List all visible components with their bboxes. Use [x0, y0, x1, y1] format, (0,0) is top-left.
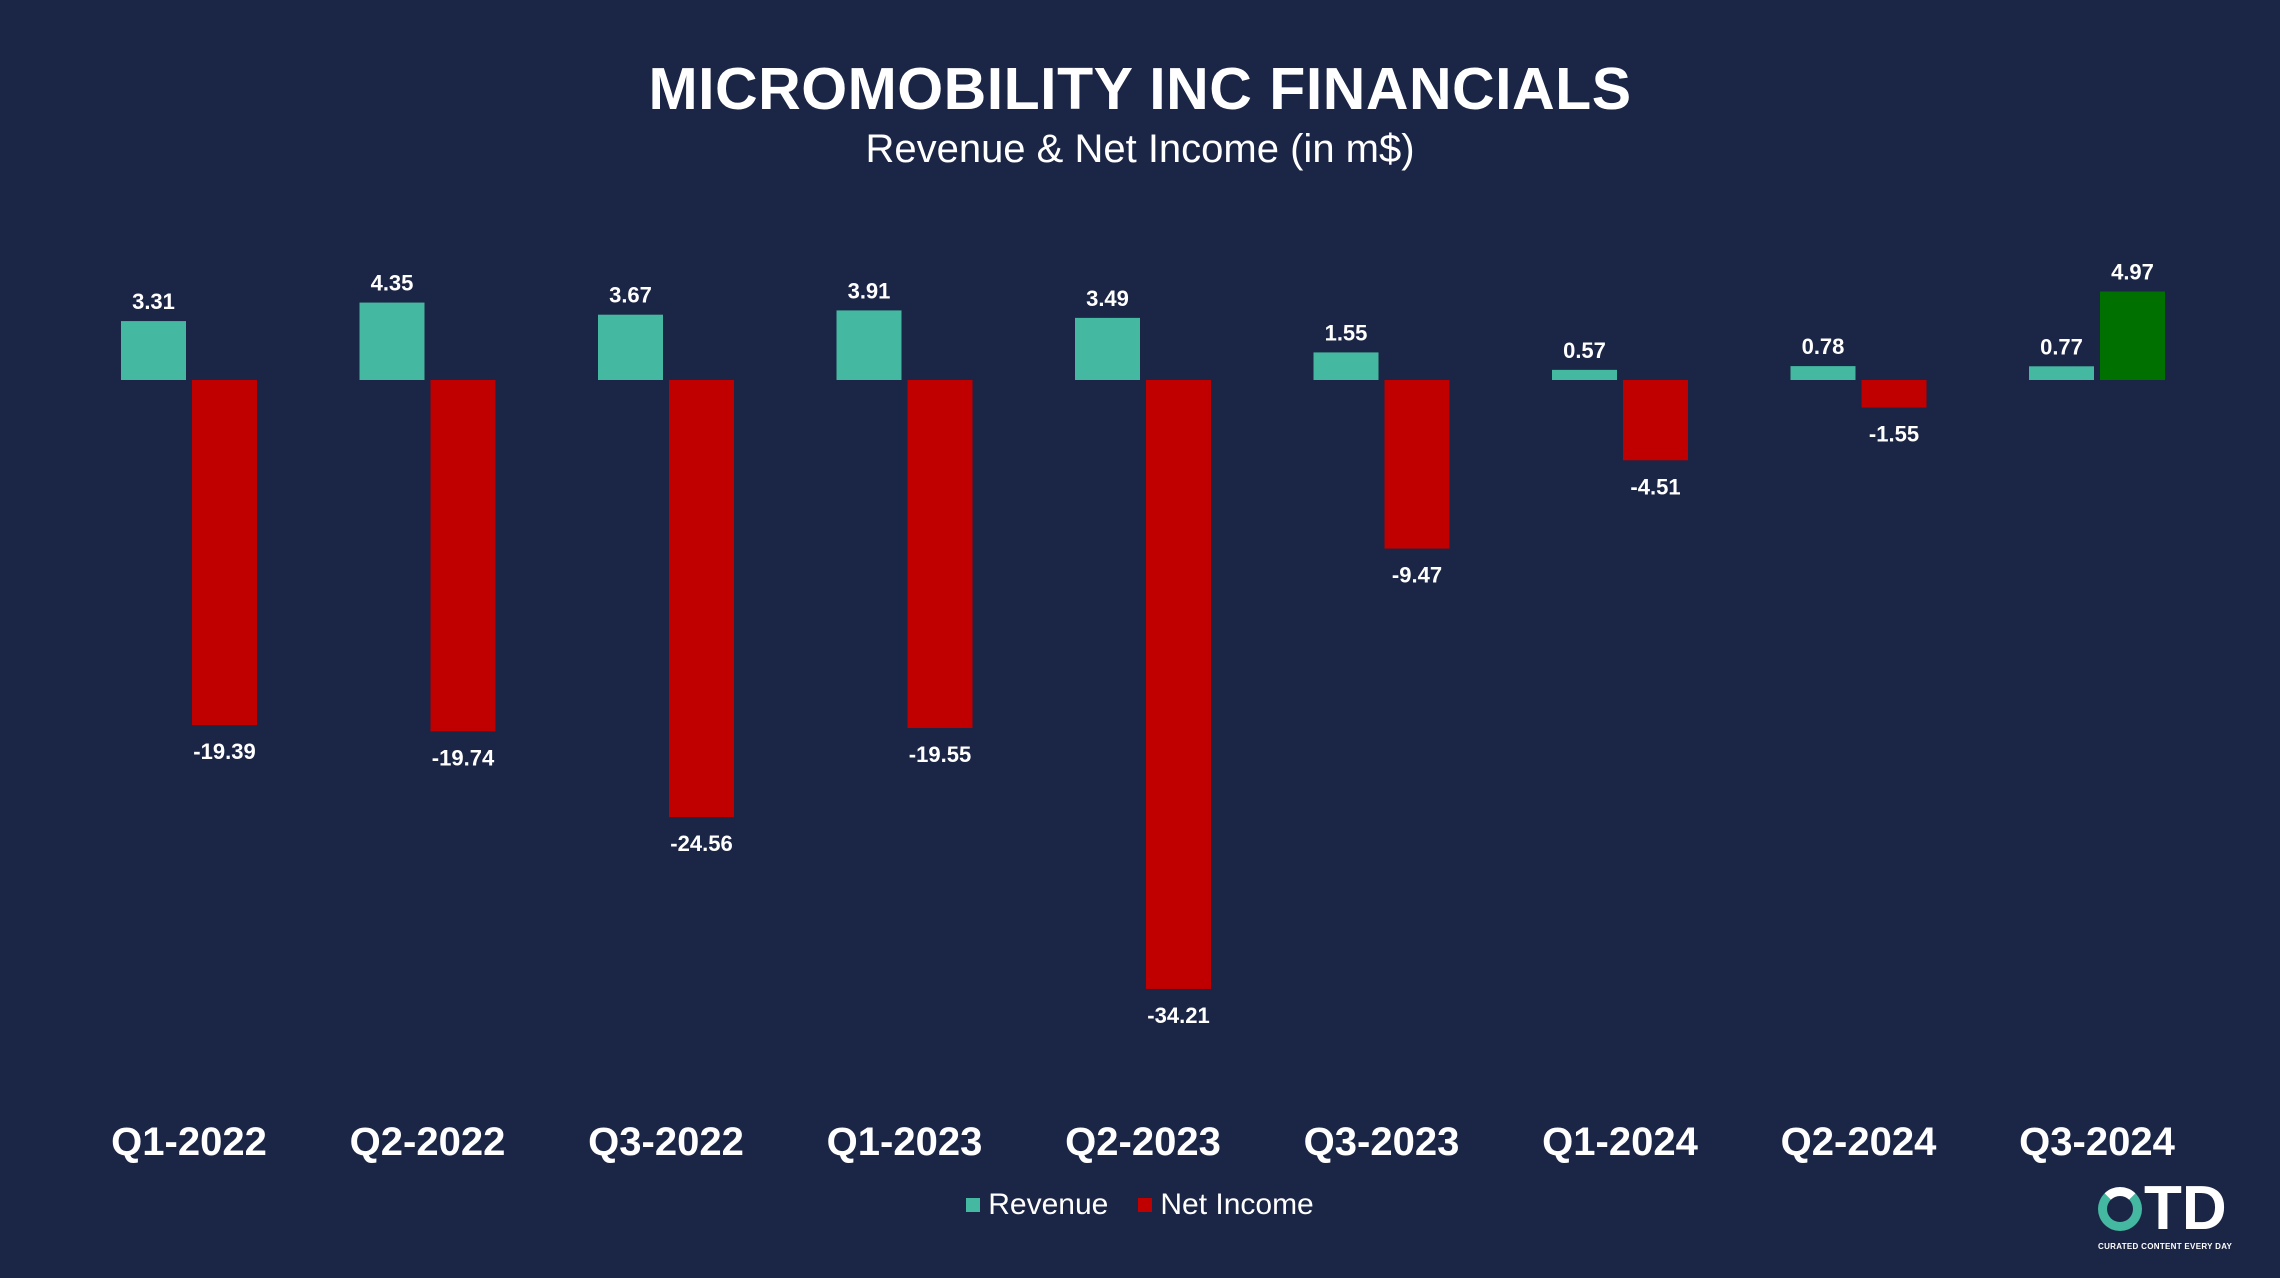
bar-revenue-q1-2024 [1552, 369, 1617, 380]
data-label-net-income-q2-2023: -34.21 [1147, 1003, 1209, 1028]
chart-title: MICROMOBILITY INC FINANCIALS [648, 56, 1632, 122]
chart-legend: Revenue Net Income [0, 1188, 2280, 1222]
data-label-revenue-q2-2022: 4.35 [371, 271, 414, 296]
bar-revenue-q3-2024 [2029, 366, 2094, 380]
bar-revenue-q2-2023 [1075, 317, 1140, 380]
legend-item-net-income: Net Income [1138, 1188, 1314, 1222]
logo-ring-icon [2098, 1187, 2142, 1231]
x-tick-label-q1-2024: Q1-2024 [1542, 1120, 1698, 1164]
data-label-net-income-q1-2023: -19.55 [909, 742, 971, 767]
bar-net-income-q2-2022 [430, 380, 496, 732]
data-label-revenue-q3-2022: 3.67 [609, 283, 652, 308]
data-label-revenue-q2-2023: 3.49 [1086, 286, 1129, 311]
brand-logo: TD CURATED CONTENT EVERY DAY [2098, 1178, 2238, 1251]
bar-revenue-q3-2022 [598, 314, 663, 380]
legend-label-revenue: Revenue [988, 1188, 1109, 1221]
legend-swatch-net-income [1138, 1198, 1153, 1212]
data-label-revenue-q1-2024: 0.57 [1563, 338, 1606, 363]
bar-revenue-q1-2022 [121, 321, 186, 380]
data-label-net-income-q1-2024: -4.51 [1630, 474, 1680, 499]
logo-mark: TD [2098, 1178, 2238, 1240]
data-label-net-income-q3-2022: -24.56 [670, 831, 732, 856]
x-tick-label-q2-2024: Q2-2024 [1781, 1120, 1937, 1164]
bar-net-income-q3-2024 [2100, 291, 2165, 380]
x-tick-label-q3-2022: Q3-2022 [588, 1120, 744, 1164]
data-label-revenue-q3-2024: 0.77 [2040, 334, 2083, 359]
data-label-net-income-q2-2024: -1.55 [1869, 422, 1919, 447]
logo-text: TD [2144, 1174, 2227, 1243]
bar-net-income-q1-2022 [192, 380, 257, 726]
bar-net-income-q1-2024 [1623, 380, 1688, 461]
x-tick-label-q3-2023: Q3-2023 [1304, 1120, 1460, 1164]
bar-net-income-q1-2023 [907, 380, 973, 728]
bar-revenue-q3-2023 [1313, 352, 1379, 380]
data-label-net-income-q3-2024: 4.97 [2111, 260, 2154, 285]
chart-subtitle: Revenue & Net Income (in m$) [865, 127, 1415, 171]
x-tick-label-q2-2023: Q2-2023 [1065, 1120, 1221, 1164]
legend-item-revenue: Revenue [966, 1188, 1108, 1222]
bar-net-income-q2-2024 [1861, 380, 1927, 408]
bar-net-income-q2-2023 [1146, 380, 1211, 989]
x-tick-label-q2-2022: Q2-2022 [350, 1120, 506, 1164]
logo-tagline: CURATED CONTENT EVERY DAY [2098, 1242, 2233, 1251]
data-label-revenue-q1-2022: 3.31 [132, 289, 175, 314]
legend-swatch-revenue [966, 1198, 981, 1212]
bar-net-income-q3-2022 [669, 380, 734, 818]
bar-revenue-q1-2023 [836, 310, 902, 380]
data-label-revenue-q2-2024: 0.78 [1802, 334, 1845, 359]
data-label-net-income-q2-2022: -19.74 [432, 745, 495, 770]
bar-revenue-q2-2022 [359, 302, 425, 380]
x-tick-label-q1-2023: Q1-2023 [827, 1120, 983, 1164]
bar-net-income-q3-2023 [1384, 380, 1450, 549]
bar-revenue-q2-2024 [1790, 366, 1856, 380]
data-label-revenue-q3-2023: 1.55 [1325, 320, 1368, 345]
data-label-revenue-q1-2023: 3.91 [848, 278, 891, 303]
data-label-net-income-q3-2023: -9.47 [1392, 563, 1442, 588]
data-label-net-income-q1-2022: -19.39 [193, 739, 255, 764]
legend-label-net-income: Net Income [1160, 1188, 1314, 1221]
x-tick-label-q1-2022: Q1-2022 [111, 1120, 267, 1164]
x-tick-label-q3-2024: Q3-2024 [2019, 1120, 2175, 1164]
